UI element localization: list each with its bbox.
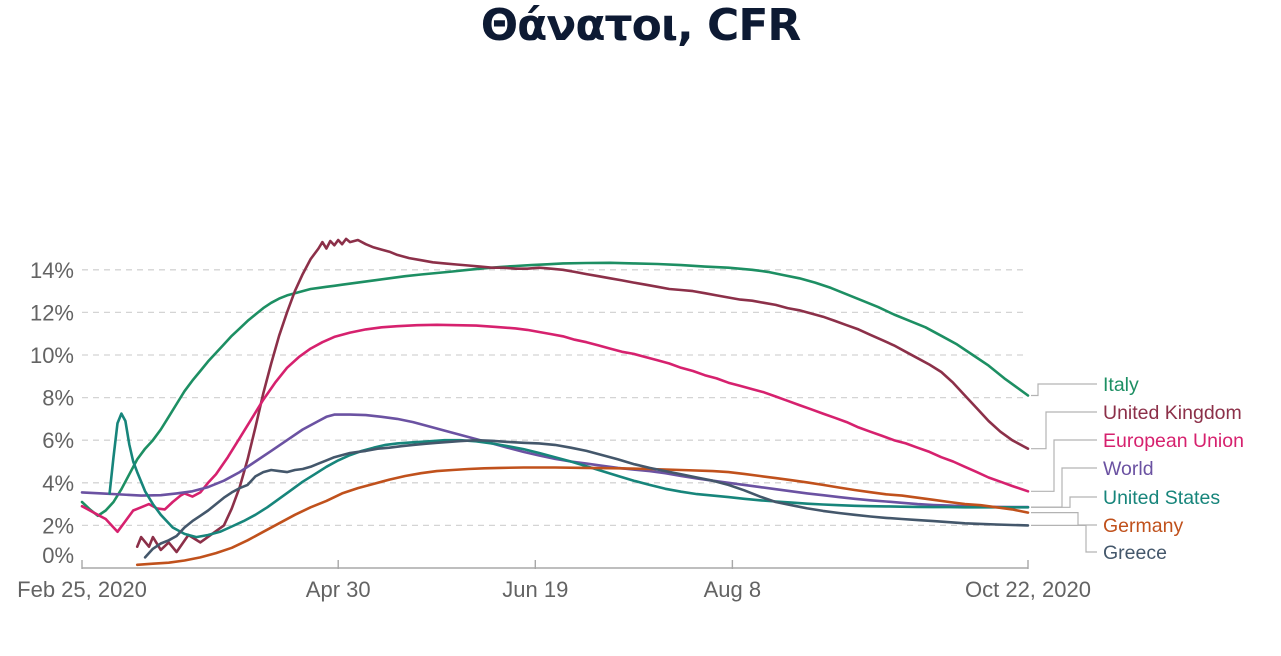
legend-connector-united-states (1031, 496, 1097, 508)
series-lines (80, 237, 1030, 567)
legend-connector-greece (1031, 524, 1097, 553)
y-tick-label: 8% (42, 386, 74, 411)
legend-label-world[interactable]: World (1103, 458, 1154, 480)
y-axis-labels: 0% 2% 4% 6% 8% 10% 12% 14% (30, 258, 74, 568)
x-tick-label: Aug 8 (704, 577, 762, 602)
y-tick-label: 12% (30, 300, 74, 325)
series-line-greece[interactable] (143, 438, 1030, 559)
legend-label-italy[interactable]: Italy (1103, 374, 1139, 396)
legend-connector-united-kingdom (1031, 411, 1097, 450)
x-tick-label: Apr 30 (306, 577, 371, 602)
x-tick-label: Jun 19 (502, 577, 568, 602)
legend-label-united-states[interactable]: United States (1103, 487, 1220, 509)
x-tick-label: Oct 22, 2020 (965, 577, 1091, 602)
legend-connector-european-union (1031, 439, 1097, 492)
legend-label-greece[interactable]: Greece (1103, 542, 1167, 564)
y-tick-label: 2% (42, 513, 74, 538)
series-line-world[interactable] (80, 413, 1030, 509)
legend-label-european-union[interactable]: European Union (1103, 430, 1244, 452)
series-line-united-kingdom[interactable] (135, 237, 1030, 554)
chart-title: Θάνατοι, CFR (480, 0, 802, 51)
y-tick-label: 4% (42, 471, 74, 496)
legend-label-germany[interactable]: Germany (1103, 515, 1183, 537)
y-tick-label: 0% (42, 543, 74, 568)
legend-connector-germany (1031, 512, 1097, 526)
x-axis: Feb 25, 2020 Apr 30 Jun 19 Aug 8 Oct 22, 202… (17, 560, 1091, 602)
x-tick-label: Feb 25, 2020 (17, 577, 147, 602)
gridlines (82, 269, 1028, 527)
legend: Italy United Kingdom European Union World Un… (1031, 374, 1244, 564)
y-tick-label: 10% (30, 343, 74, 368)
series-line-germany[interactable] (135, 466, 1030, 567)
series-line-european-union[interactable] (80, 323, 1030, 534)
legend-label-united-kingdom[interactable]: United Kingdom (1103, 402, 1242, 424)
y-tick-label: 14% (30, 258, 74, 283)
series-line-italy[interactable] (80, 261, 1030, 518)
legend-connector-italy (1031, 383, 1097, 397)
y-tick-label: 6% (42, 428, 74, 453)
legend-connector-world (1031, 467, 1097, 508)
